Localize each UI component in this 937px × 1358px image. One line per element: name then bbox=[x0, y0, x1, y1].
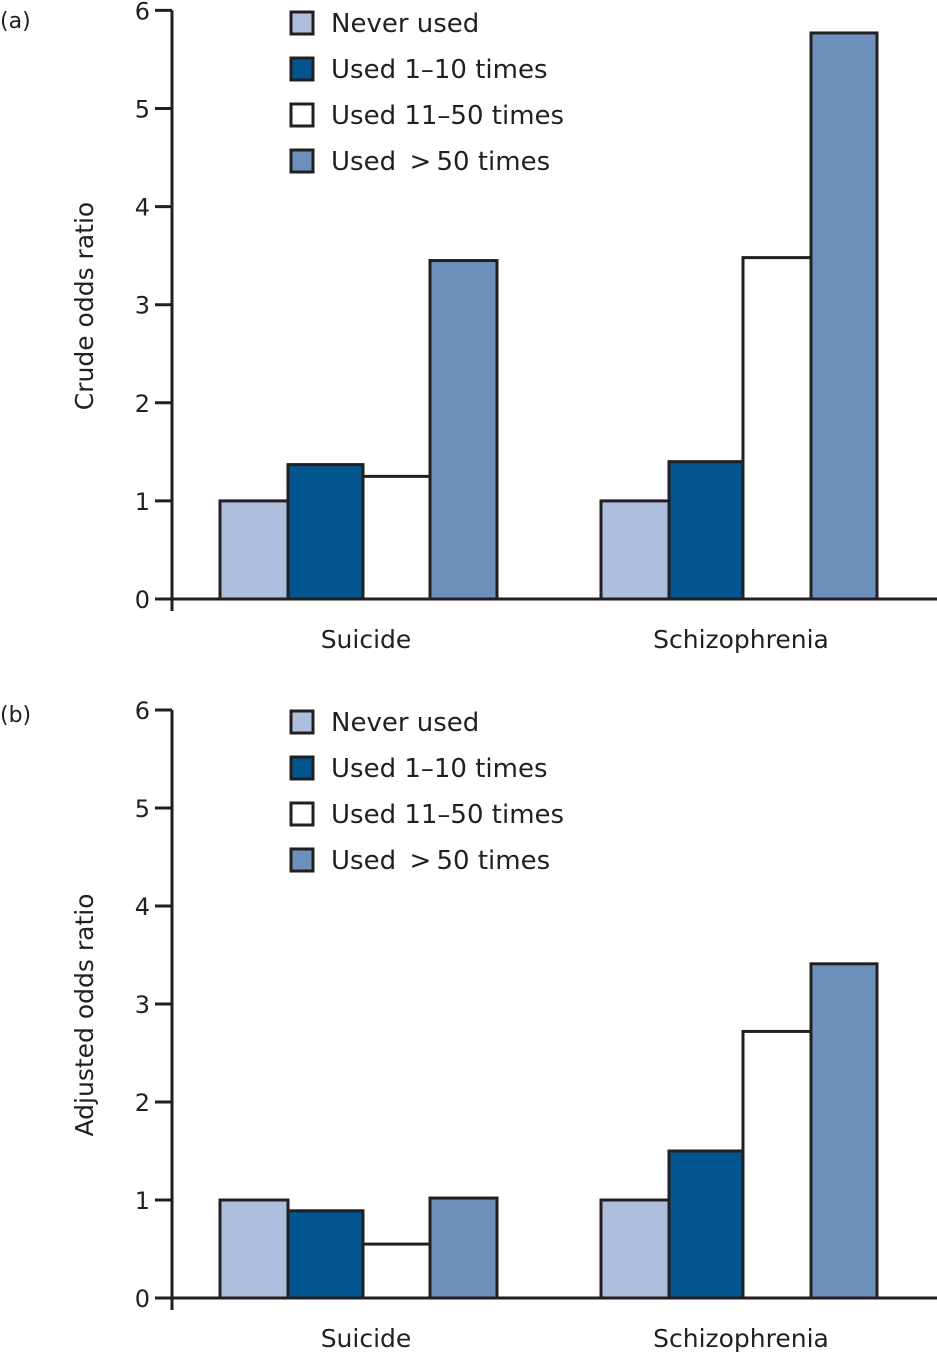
bar-schizophrenia-series-1 bbox=[667, 460, 745, 601]
legend-label: Never used bbox=[331, 708, 479, 738]
legend-swatch bbox=[289, 10, 315, 36]
bar-schizophrenia-series-2 bbox=[741, 1029, 813, 1300]
x-category-label: Schizophrenia bbox=[653, 1324, 829, 1353]
bar-suicide-series-3 bbox=[428, 1196, 499, 1300]
legend-swatch bbox=[289, 56, 315, 82]
x-category-label: Suicide bbox=[321, 1324, 412, 1353]
y-tick-label: 3 bbox=[135, 991, 150, 1019]
bar-schizophrenia-series-0 bbox=[599, 499, 671, 601]
x-category-label: Schizophrenia bbox=[653, 625, 829, 654]
y-tick-label: 6 bbox=[135, 697, 150, 725]
bar-schizophrenia-series-1 bbox=[667, 1149, 745, 1300]
bar-schizophrenia-series-3 bbox=[809, 962, 879, 1300]
y-tick-label: 5 bbox=[135, 795, 150, 823]
y-tick-label: 4 bbox=[135, 194, 150, 222]
x-category-label: Suicide bbox=[321, 625, 412, 654]
legend-label: Used 11–50 times bbox=[331, 800, 564, 830]
legend-label: Used 1–10 times bbox=[331, 55, 548, 85]
legend-label: Used > 50 times bbox=[331, 147, 550, 177]
panel-label: (a) bbox=[0, 9, 31, 34]
bar-suicide-series-2 bbox=[361, 1242, 432, 1300]
bar-schizophrenia-series-3 bbox=[809, 31, 879, 601]
legend-label: Never used bbox=[331, 9, 479, 39]
legend-swatch bbox=[289, 847, 315, 873]
legend-swatch bbox=[289, 148, 315, 174]
panel-label: (b) bbox=[0, 703, 31, 728]
bar-suicide-series-1 bbox=[286, 1209, 365, 1300]
legend-swatch bbox=[289, 755, 315, 781]
legend-swatch bbox=[289, 102, 315, 128]
y-tick-label: 1 bbox=[135, 1187, 150, 1215]
y-tick-label: 1 bbox=[135, 488, 150, 516]
y-tick-label: 6 bbox=[135, 0, 150, 25]
legend-label: Used 1–10 times bbox=[331, 754, 548, 784]
y-tick-label: 3 bbox=[135, 292, 150, 320]
panel-a: (a) Crude odds ratio 0 1 2 3 4 5 6 Suicide Schizop… bbox=[0, 0, 937, 654]
y-axis-title: Adjusted odds ratio bbox=[70, 894, 99, 1137]
legend-swatch bbox=[289, 801, 315, 827]
y-tick-label: 5 bbox=[135, 96, 150, 124]
bar-schizophrenia-series-2 bbox=[741, 256, 813, 601]
bar-suicide-series-1 bbox=[286, 463, 365, 601]
bar-suicide-series-3 bbox=[428, 259, 499, 601]
bar-suicide-series-0 bbox=[218, 499, 290, 601]
legend-swatch bbox=[289, 709, 315, 735]
y-tick-label: 4 bbox=[135, 893, 150, 921]
y-tick-label: 2 bbox=[135, 390, 150, 418]
bar-schizophrenia-series-0 bbox=[599, 1198, 671, 1300]
legend-label: Used 11–50 times bbox=[331, 101, 564, 131]
y-axis-title: Crude odds ratio bbox=[70, 202, 99, 410]
panel-b: (b) Adjusted odds ratio 0 1 2 3 4 5 6 Suicide Schi… bbox=[0, 697, 937, 1353]
bar-suicide-series-0 bbox=[218, 1198, 290, 1300]
y-tick-label: 2 bbox=[135, 1089, 150, 1117]
y-tick-label: 0 bbox=[135, 1285, 150, 1313]
bar-suicide-series-2 bbox=[361, 474, 432, 601]
legend-label: Used > 50 times bbox=[331, 846, 550, 876]
y-tick-label: 0 bbox=[135, 586, 150, 614]
